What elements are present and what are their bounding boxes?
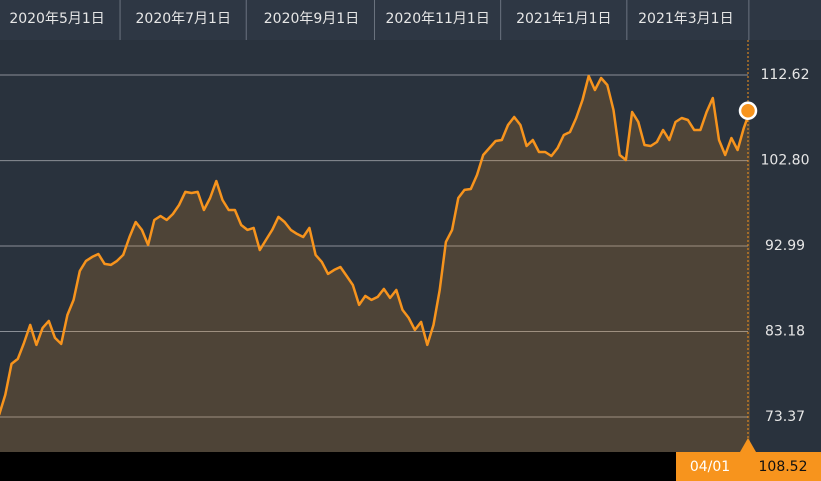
date-badge [676, 452, 745, 481]
y-tick-label: 112.62 [761, 67, 810, 83]
header-band [0, 0, 821, 40]
y-tick-label: 73.37 [765, 409, 805, 425]
x-tick-label: 2020年9月1日 [264, 11, 359, 27]
x-tick-label: 2021年1月1日 [516, 11, 611, 27]
crosshair-pointer [740, 438, 756, 452]
value-badge-label: 108.52 [759, 459, 808, 475]
last-point [738, 101, 758, 120]
value-badge [745, 452, 821, 481]
x-tick-label: 2020年11月1日 [385, 11, 489, 27]
y-tick-label: 83.18 [765, 324, 805, 340]
x-tick-label: 2020年5月1日 [9, 11, 104, 27]
y-tick-label: 92.99 [765, 238, 805, 254]
x-tick-label: 2020年7月1日 [136, 11, 231, 27]
x-tick-label: 2021年3月1日 [638, 11, 733, 27]
date-badge-label: 04/01 [690, 459, 730, 475]
price-line [0, 74, 752, 416]
y-tick-label: 102.80 [761, 153, 810, 169]
area [0, 76, 750, 452]
